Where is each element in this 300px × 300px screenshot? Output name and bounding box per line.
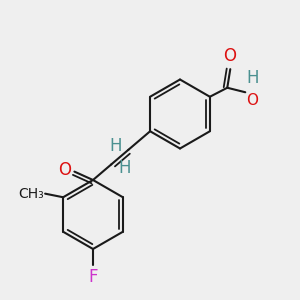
Text: F: F xyxy=(88,268,98,286)
Text: O: O xyxy=(247,93,259,108)
Text: H: H xyxy=(247,69,259,87)
Text: H: H xyxy=(109,137,122,155)
Text: H: H xyxy=(118,159,130,177)
Text: O: O xyxy=(223,47,236,65)
Text: CH₃: CH₃ xyxy=(18,187,44,201)
Text: O: O xyxy=(58,161,71,179)
